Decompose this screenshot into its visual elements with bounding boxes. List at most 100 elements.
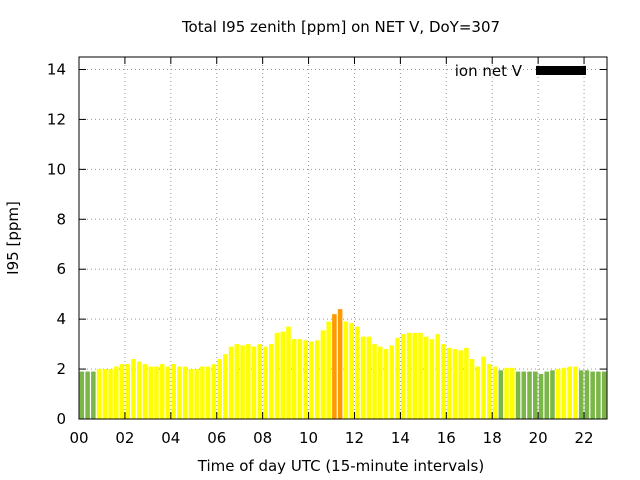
bar (194, 369, 199, 419)
bar (504, 367, 509, 419)
bar (510, 367, 515, 419)
x-tick-label: 18 (483, 429, 502, 447)
bar (527, 371, 532, 419)
bar (131, 359, 136, 419)
y-tick-label: 8 (56, 210, 66, 228)
bar (395, 337, 400, 419)
bar (200, 366, 205, 419)
plot-frame (78, 56, 608, 420)
bar (441, 344, 446, 419)
y-tick-label: 6 (56, 260, 66, 278)
bar (498, 370, 504, 419)
x-tick-label: 08 (253, 429, 272, 447)
bar (119, 364, 125, 419)
bar (378, 346, 383, 419)
y-axis-label: I95 [ppm] (4, 201, 22, 275)
bar (383, 349, 389, 419)
bar (257, 344, 263, 419)
bar (159, 364, 165, 419)
x-tick-label: 06 (207, 429, 226, 447)
bar (555, 369, 561, 419)
bar (596, 371, 601, 419)
x-tick-label: 02 (115, 429, 134, 447)
bar (601, 371, 607, 419)
y-tick-label: 4 (56, 310, 66, 328)
bar (469, 359, 475, 419)
y-tick-label: 2 (56, 360, 66, 378)
bar (584, 370, 590, 419)
x-tick-label: 20 (529, 429, 548, 447)
bar (435, 334, 440, 419)
bar (154, 366, 159, 419)
bar (297, 339, 303, 419)
x-tick-label: 00 (69, 429, 88, 447)
bar (418, 332, 423, 419)
bar (349, 322, 354, 419)
bar (487, 364, 492, 419)
bar (108, 369, 113, 419)
y-tick-label: 12 (47, 110, 66, 128)
bar (464, 347, 469, 419)
bar (538, 374, 544, 419)
bar (79, 371, 85, 419)
bar (246, 344, 251, 419)
bar (544, 371, 550, 419)
bar (578, 370, 584, 419)
x-tick-label: 12 (345, 429, 364, 447)
bar (452, 349, 458, 419)
y-tick-label: 10 (47, 160, 66, 178)
bar (573, 366, 578, 419)
grid (79, 57, 607, 419)
bar (96, 369, 102, 419)
bar (171, 364, 176, 419)
x-tick-label: 10 (299, 429, 318, 447)
bar (343, 321, 349, 419)
bar (205, 366, 211, 419)
bar (211, 364, 217, 419)
x-tick-label: 14 (391, 429, 410, 447)
bar (481, 356, 486, 419)
bar (263, 346, 268, 419)
bar (91, 371, 96, 419)
bar (303, 340, 308, 419)
bar (85, 371, 90, 419)
y-tick-label: 0 (56, 410, 66, 428)
bar (251, 346, 257, 419)
bars (79, 309, 607, 419)
bar (274, 332, 280, 419)
bar (366, 336, 372, 419)
x-tick-label: 16 (437, 429, 456, 447)
bar (406, 332, 412, 419)
bar (515, 371, 521, 419)
bar (309, 341, 314, 419)
bar (314, 340, 320, 419)
x-tick-label: 04 (161, 429, 180, 447)
bar (102, 369, 108, 419)
bar (446, 347, 452, 419)
bar (177, 366, 182, 419)
bar (355, 326, 360, 419)
bar (136, 361, 142, 419)
bar (291, 339, 297, 419)
bar (389, 345, 395, 419)
legend-label: ion net V (455, 62, 523, 80)
bar (240, 345, 245, 419)
bar (458, 350, 463, 419)
bar (217, 359, 222, 419)
bar (360, 336, 366, 419)
legend-swatch (536, 66, 586, 75)
x-tick-label: 22 (574, 429, 593, 447)
bar (590, 371, 595, 419)
bar (234, 344, 240, 419)
chart-title: Total I95 zenith [ppm] on NET V, DoY=307 (181, 18, 500, 36)
bar (412, 332, 418, 419)
bar (337, 309, 343, 419)
bar (332, 314, 337, 419)
bar (182, 366, 188, 419)
bar (223, 354, 228, 419)
bar (268, 344, 274, 419)
bar (567, 366, 572, 419)
bar (188, 369, 194, 419)
